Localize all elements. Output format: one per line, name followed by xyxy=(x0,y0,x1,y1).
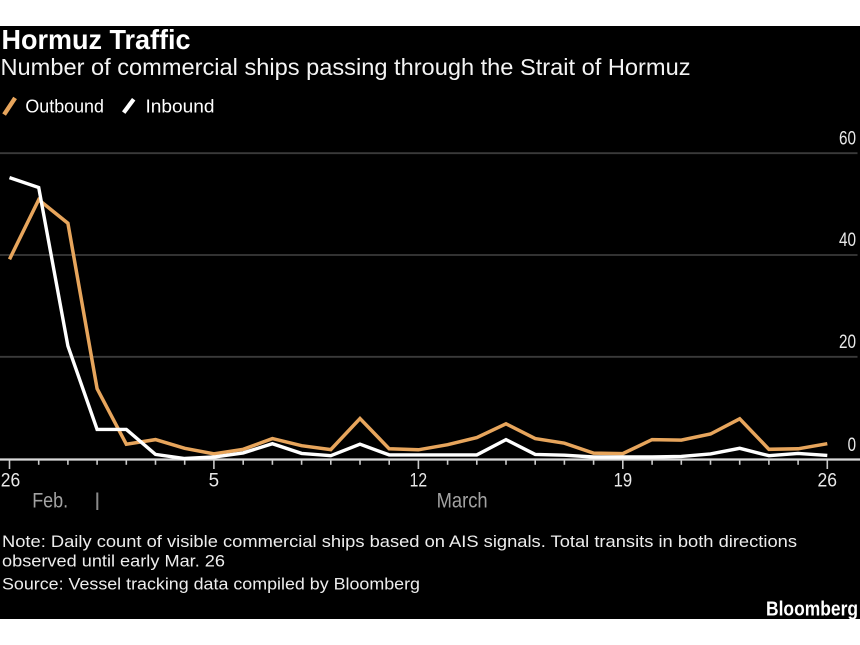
svg-text:Outbound: Outbound xyxy=(25,96,104,117)
svg-text:Bloomberg: Bloomberg xyxy=(766,598,858,621)
svg-text:0: 0 xyxy=(848,434,857,456)
svg-text:observed until early Mar. 26: observed until early Mar. 26 xyxy=(2,552,225,571)
svg-text:Number of commercial ships pas: Number of commercial ships passing throu… xyxy=(1,54,691,80)
svg-text:March: March xyxy=(437,490,488,513)
svg-text:Note: Daily count of visible c: Note: Daily count of visible commercial … xyxy=(2,532,797,551)
svg-text:Inbound: Inbound xyxy=(146,96,215,117)
svg-text:60: 60 xyxy=(839,128,856,150)
svg-text:12: 12 xyxy=(410,470,428,492)
svg-text:Feb.: Feb. xyxy=(32,490,68,513)
svg-text:Hormuz Traffic: Hormuz Traffic xyxy=(2,24,191,55)
svg-text:26: 26 xyxy=(1,470,21,492)
svg-text:20: 20 xyxy=(839,331,856,353)
svg-text:19: 19 xyxy=(614,470,633,492)
svg-text:5: 5 xyxy=(209,470,220,492)
svg-text:40: 40 xyxy=(839,229,856,251)
svg-text:Source: Vessel tracking data c: Source: Vessel tracking data compiled by… xyxy=(2,575,420,594)
svg-text:26: 26 xyxy=(818,470,838,492)
